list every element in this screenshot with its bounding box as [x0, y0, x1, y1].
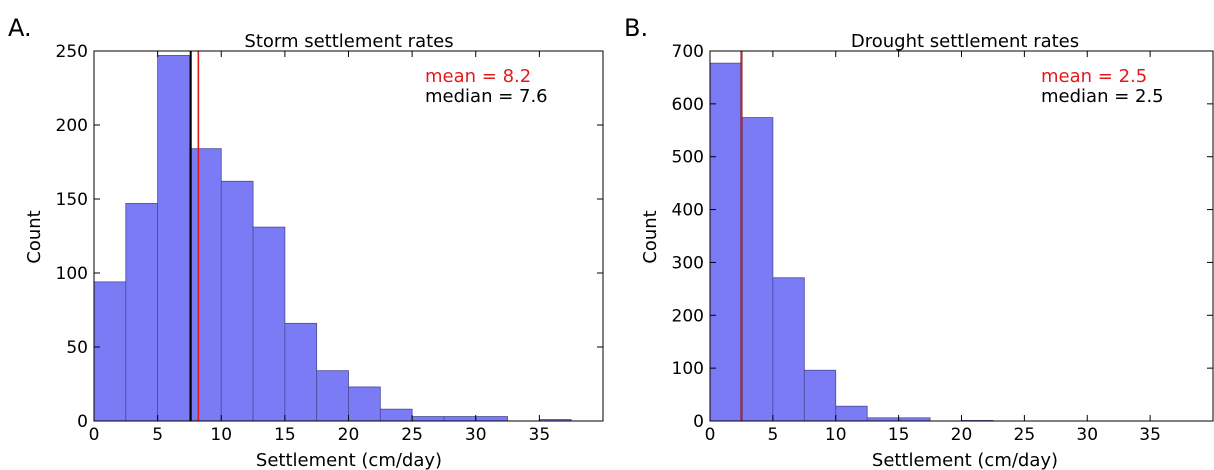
panel-b-bar-0: [709, 62, 742, 422]
panel-a-ytick-label-100: 100: [56, 264, 88, 284]
panel-b-title: Drought settlement rates: [851, 31, 1079, 52]
panel-a-bar-6: [284, 322, 318, 422]
panel-a-xlabel: Settlement (cm/day): [256, 450, 442, 470]
panel-b-label: B.: [624, 14, 648, 42]
panel-a-title: Storm settlement rates: [244, 31, 453, 52]
panel-a-bar-8: [348, 386, 381, 422]
panel-b-xtick-label-5: 5: [767, 425, 778, 445]
panel-a-ytick-label-50: 50: [66, 338, 88, 358]
panel-a-bar-2: [157, 55, 190, 422]
panel-a-bar-3: [189, 148, 222, 422]
panel-a-xtick-label-35: 35: [529, 425, 551, 445]
panel-b-xtick-label-15: 15: [888, 425, 910, 445]
panel-b-ytick-label-700: 700: [672, 42, 704, 62]
panel-a-bar-5: [252, 226, 286, 422]
panel-a-xtick-label-25: 25: [401, 425, 423, 445]
panel-b-bar-1: [741, 117, 774, 422]
panel-b-ytick-label-300: 300: [672, 253, 704, 273]
panel-a-xtick-label-10: 10: [210, 425, 232, 445]
panel-b-ytick-label-100: 100: [672, 359, 704, 379]
panel-a-xtick-label-20: 20: [338, 425, 360, 445]
panel-b-xtick-label-10: 10: [825, 425, 847, 445]
panel-a-median-annotation: median = 7.6: [425, 86, 548, 107]
panel-b-bar-4: [835, 405, 868, 422]
panel-a-ytick-label-250: 250: [56, 42, 88, 62]
panel-a-bar-9: [379, 408, 413, 422]
panel-b-ytick-label-0: 0: [693, 412, 704, 432]
panel-b-xlabel: Settlement (cm/day): [872, 450, 1058, 470]
panel-b-ytick-label-400: 400: [672, 201, 704, 221]
panel-a-xtick-label-15: 15: [274, 425, 296, 445]
panel-a-bar-4: [220, 180, 254, 422]
panel-b-xtick-label-30: 30: [1076, 425, 1098, 445]
panel-b-xtick-label-20: 20: [951, 425, 973, 445]
panel-b-median-annotation: median = 2.5: [1041, 86, 1164, 107]
panel-a-xtick-label-5: 5: [152, 425, 163, 445]
panel-b-ytick-label-500: 500: [672, 148, 704, 168]
panel-a-bar-0: [93, 281, 127, 422]
panel-b-bar-2: [772, 277, 805, 422]
panel-a-bar-1: [125, 203, 159, 422]
panel-a-xtick-label-30: 30: [465, 425, 487, 445]
panel-a-bar-10: [411, 416, 445, 422]
panel-a-bar-12: [475, 416, 508, 422]
panel-a-ytick-label-200: 200: [56, 116, 88, 136]
panel-a-label: A.: [8, 14, 32, 42]
panel-a-plot: 0 5 10 15 20 25 30 35 0 50 100 150 200 250: [56, 42, 604, 445]
panel-a-ylabel: Count: [24, 210, 45, 263]
panel-a-bar-11: [443, 416, 477, 422]
panel-a-ytick-label-150: 150: [56, 190, 88, 210]
panel-a-ytick-label-0: 0: [77, 412, 88, 432]
panel-b-ylabel: Count: [640, 210, 661, 263]
panel-a-bar-7: [316, 370, 349, 422]
panel-b-xtick-label-35: 35: [1139, 425, 1161, 445]
panel-a-xtick-label-0: 0: [89, 425, 100, 445]
panel-b-ytick-label-200: 200: [672, 306, 704, 326]
panel-b-plot: 0 5 10 15 20 25 30 35 0 100 200 300 400 500 600 700: [672, 42, 1214, 445]
panel-b-xtick-label-0: 0: [705, 425, 716, 445]
panel-b-mean-annotation: mean = 2.5: [1041, 66, 1147, 87]
panel-b-xtick-label-25: 25: [1014, 425, 1036, 445]
panel-a-mean-annotation: mean = 8.2: [425, 66, 531, 87]
panel-b-bar-3: [803, 369, 837, 422]
panel-b-ytick-label-600: 600: [672, 95, 704, 115]
